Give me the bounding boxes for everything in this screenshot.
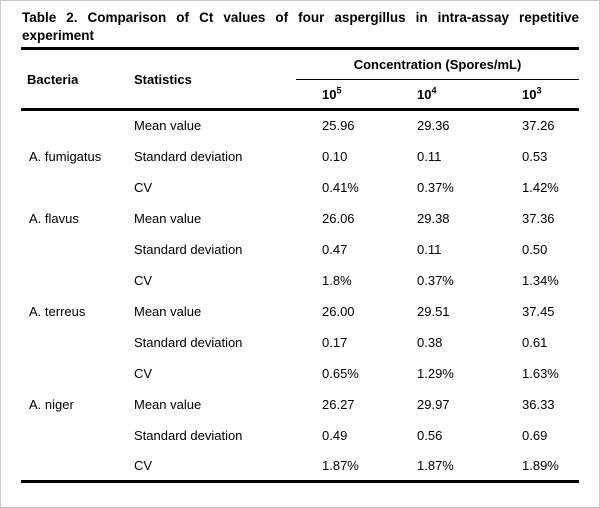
column-header-statistics: Statistics [134,71,192,87]
value-cell: 0.47 [322,241,348,257]
statistic-cell: CV [134,272,153,288]
table-row: CV 0.41% 0.37% 1.42% [21,172,579,203]
bacteria-cell: A. flavus [29,210,79,226]
table-header: Bacteria Statistics Concentration (Spore… [21,48,579,110]
column-header-10e5: 105 [296,80,390,110]
column-group-header-concentration: Concentration (Spores/mL) [296,48,579,80]
value-cell: 0.69 [522,427,548,443]
value-cell: 1.87% [322,457,359,473]
table-row: Standard deviation 0.49 0.56 0.69 [21,420,579,451]
concentration-exponent: 3 [536,85,542,96]
table-row: A. fumigatus Mean value 25.96 29.36 37.26 [21,110,579,164]
value-cell: 37.26 [522,118,555,134]
value-cell: 0.37% [417,179,454,195]
value-cell: 26.06 [322,210,355,226]
table-row: Standard deviation 0.10 0.11 0.53 [21,141,579,172]
table-row: CV 0.65% 1.29% 1.63% [21,358,579,389]
table-row: A. flavus Mean value 26.06 29.38 37.36 [21,203,579,234]
value-cell: 1.89% [522,457,559,473]
statistic-cell: CV [134,179,153,195]
statistic-cell: Mean value [134,118,202,134]
concentration-base: 10 [522,86,537,102]
value-cell: 37.36 [522,210,555,226]
bacteria-cell: A. niger [29,396,74,412]
statistic-cell: Standard deviation [134,427,243,443]
value-cell: 0.10 [322,148,348,164]
value-cell: 0.49 [322,427,348,443]
value-cell: 0.11 [417,241,442,257]
value-cell: 0.11 [417,148,442,164]
value-cell: 0.65% [322,365,359,381]
value-cell: 0.50 [522,241,548,257]
table-title: Table 2. Comparison of Ct values of four… [22,9,579,45]
value-cell: 0.17 [322,334,348,350]
statistic-cell: Standard deviation [134,334,243,350]
table-row: Standard deviation 0.17 0.38 0.61 [21,327,579,358]
table-row: A. terreus Mean value 26.00 29.51 37.45 [21,296,579,327]
value-cell: 1.29% [417,365,454,381]
concentration-exponent: 4 [431,85,437,96]
value-cell: 0.53 [522,148,548,164]
header-row-top: Bacteria Statistics Concentration (Spore… [21,48,579,87]
bacteria-cell: A. fumigatus [29,149,102,165]
table-body: A. fumigatus Mean value 25.96 29.36 37.26 Sta… [21,110,579,482]
column-header-10e3: 103 [485,80,579,110]
statistic-cell: Mean value [134,210,202,226]
column-header-10e4: 104 [390,80,485,110]
statistic-cell: CV [134,365,153,381]
table-title-line1: Table 2. Comparison of Ct values of four… [22,10,579,25]
value-cell: 0.56 [417,427,443,443]
value-cell: 0.37% [417,272,454,288]
bacteria-cell: A. terreus [29,303,86,319]
statistic-cell: Standard deviation [134,241,243,257]
value-cell: 29.51 [417,303,450,319]
value-cell: 26.27 [322,396,355,412]
table-row: CV 1.87% 1.87% 1.89% [21,451,579,482]
concentration-base: 10 [322,86,337,102]
statistic-cell: CV [134,457,153,473]
header-row-concentrations: 105 104 103 [21,80,579,110]
value-cell: 1.87% [417,457,454,473]
table-title-line2: experiment [22,28,95,43]
table-row: A. niger Mean value 26.27 29.97 36.33 [21,389,579,420]
table-row: CV 1.8% 0.37% 1.34% [21,265,579,296]
value-cell: 37.45 [522,303,555,319]
concentration-exponent: 5 [336,85,342,96]
column-header-bacteria: Bacteria [27,71,79,87]
value-cell: 1.63% [522,365,559,381]
statistic-cell: Mean value [134,396,202,412]
value-cell: 29.97 [417,396,450,412]
statistic-cell: Mean value [134,303,202,319]
value-cell: 26.00 [322,303,355,319]
value-cell: 0.38 [417,334,443,350]
value-cell: 1.42% [522,179,559,195]
value-cell: 29.36 [417,118,450,134]
value-cell: 29.38 [417,210,450,226]
value-cell: 25.96 [322,118,355,134]
ct-values-table: Bacteria Statistics Concentration (Spore… [21,47,579,483]
value-cell: 1.8% [322,272,352,288]
statistic-cell: Standard deviation [134,148,243,164]
value-cell: 0.41% [322,179,359,195]
value-cell: 0.61 [522,334,548,350]
table-row: Standard deviation 0.47 0.11 0.50 [21,234,579,265]
value-cell: 1.34% [522,272,559,288]
concentration-base: 10 [417,86,432,102]
value-cell: 36.33 [522,396,555,412]
